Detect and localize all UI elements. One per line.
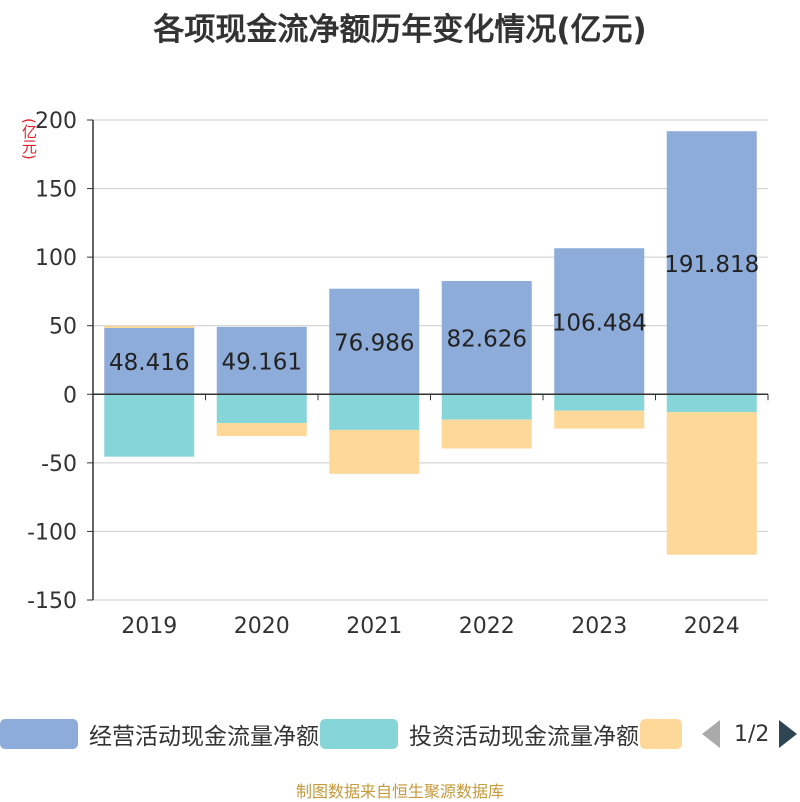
bar-series-2-2023 <box>554 410 645 429</box>
x-tick-label: 2022 <box>459 614 515 639</box>
bar-series-0-2021 <box>329 288 420 395</box>
legend-label-investing: 投资活动现金流量净额 <box>409 724 639 750</box>
bar-series-1-2019 <box>104 394 195 457</box>
x-tick-label: 2020 <box>234 614 290 639</box>
y-tick-label: -100 <box>27 520 77 545</box>
chart-title: 各项现金流净额历年变化情况(亿元) <box>153 12 647 48</box>
data-label: 191.818 <box>664 252 759 278</box>
legend-next-page-icon[interactable] <box>779 720 798 748</box>
bar-series-1-2021 <box>329 394 420 430</box>
y-tick-label: 200 <box>35 109 77 134</box>
x-tick-label: 2023 <box>571 614 627 639</box>
x-tick-label: 2021 <box>346 614 402 639</box>
data-source-note: 制图数据来自恒生聚源数据库 <box>295 782 504 801</box>
x-tick-label: 2024 <box>684 614 740 639</box>
legend-swatch-operating <box>0 719 78 749</box>
bar-series-1-2020 <box>216 394 307 424</box>
data-label: 49.161 <box>222 350 302 376</box>
bar-series-2-2021 <box>329 429 420 474</box>
data-label: 48.416 <box>109 350 189 376</box>
y-tick-label: 150 <box>35 178 77 203</box>
y-tick-label: 50 <box>49 315 77 340</box>
legend-prev-page-icon[interactable] <box>702 720 720 748</box>
legend-swatch-financing <box>640 719 682 749</box>
bar-series-2-2019 <box>104 325 195 328</box>
legend: 经营活动现金流量净额 投资活动现金流量净额 <box>0 716 800 752</box>
x-tick-label: 2019 <box>121 614 177 639</box>
bar-series-1-2023 <box>554 394 645 411</box>
bar-series-0-2022 <box>441 280 532 395</box>
bar-series-0-2024 <box>666 131 757 395</box>
legend-item-operating[interactable]: 经营活动现金流量净额 <box>0 716 319 752</box>
y-axis-label: (亿元) <box>20 118 38 160</box>
y-tick-label: 100 <box>35 246 77 271</box>
bar-series-2-2020 <box>216 423 307 437</box>
legend-pager: 1/2 <box>700 716 800 752</box>
y-tick-label: -150 <box>27 589 77 614</box>
data-label: 76.986 <box>334 330 414 356</box>
legend-page-indicator: 1/2 <box>734 721 770 747</box>
bar-series-0-2023 <box>554 248 645 395</box>
legend-swatch-investing <box>320 719 398 749</box>
data-label: 82.626 <box>447 327 527 353</box>
data-label: 106.484 <box>552 310 647 336</box>
y-tick-label: -50 <box>41 452 77 477</box>
legend-label-operating: 经营活动现金流量净额 <box>89 724 319 750</box>
bar-series-0-2020 <box>216 326 307 395</box>
bar-series-1-2022 <box>441 394 532 420</box>
bar-series-2-2024 <box>666 412 757 555</box>
legend-item-financing[interactable] <box>640 716 682 752</box>
chart-plot: 200 150 100 50 0 -50 -100 -150 2019 2020 2021 2022 2… <box>27 109 769 639</box>
bar-series-2-2022 <box>441 419 532 449</box>
legend-item-investing[interactable]: 投资活动现金流量净额 <box>320 716 639 752</box>
y-tick-label: 0 <box>63 383 77 408</box>
bar-series-1-2024 <box>666 394 757 413</box>
bar-series-0-2019 <box>104 327 195 395</box>
